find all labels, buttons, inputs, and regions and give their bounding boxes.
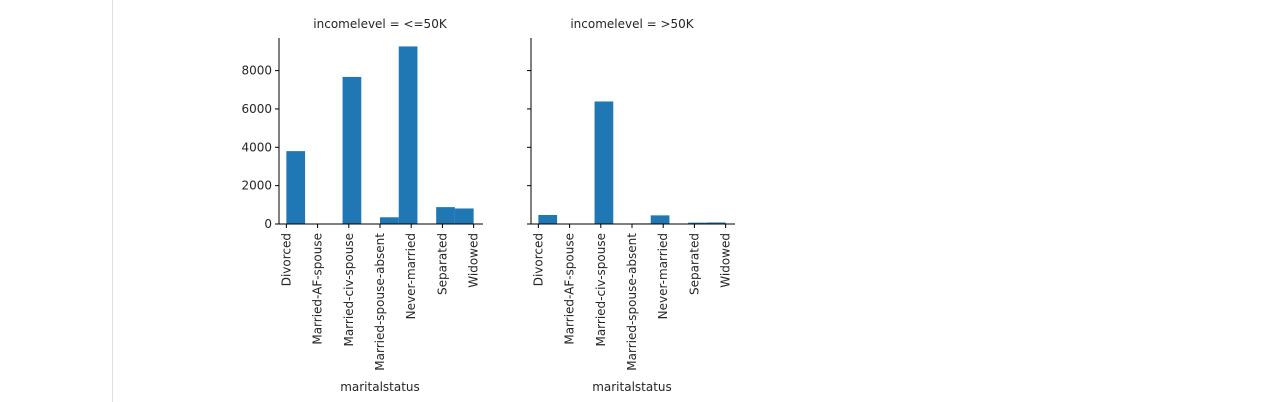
x-tick-label-0-4: Never-married xyxy=(404,233,418,319)
bar-panel0-6 xyxy=(454,208,474,224)
y-tick-label-3: 6000 xyxy=(241,102,272,116)
bar-panel1-6 xyxy=(706,222,726,224)
x-tick-label-1-0: Divorced xyxy=(531,233,545,286)
x-tick-label-1-1: Married-AF-spouse xyxy=(563,233,577,345)
y-tick-label-2: 4000 xyxy=(241,140,272,154)
x-tick-label-1-2: Married-civ-spouse xyxy=(594,233,608,347)
bar-panel1-5 xyxy=(688,222,707,224)
y-tick-label-1: 2000 xyxy=(241,179,272,193)
bar-panel1-4 xyxy=(650,215,670,224)
x-tick-label-1-3: Married-spouse-absent xyxy=(625,233,639,371)
x-tick-label-1-5: Separated xyxy=(687,233,701,295)
bar-panel0-4 xyxy=(398,46,418,224)
panel-title-1: incomelevel = >50K xyxy=(570,17,694,31)
x-axis-label-0: maritalstatus xyxy=(340,380,420,394)
x-tick-label-0-5: Separated xyxy=(435,233,449,295)
y-tick-label-0: 0 xyxy=(264,217,272,231)
panel-title-0: incomelevel = <=50K xyxy=(313,17,448,31)
x-tick-label-1-4: Never-married xyxy=(656,233,670,319)
y-tick-label-4: 8000 xyxy=(241,64,272,78)
bar-panel0-2 xyxy=(342,76,362,225)
x-tick-label-0-6: Widowed xyxy=(467,233,481,288)
bar-panel1-2 xyxy=(594,101,614,224)
bar-panel0-5 xyxy=(436,207,455,224)
x-tick-label-0-1: Married-AF-spouse xyxy=(311,233,325,345)
x-tick-label-1-6: Widowed xyxy=(719,233,733,288)
bar-panel0-0 xyxy=(286,151,306,224)
bar-panel1-0 xyxy=(538,214,558,224)
x-axis-label-1: maritalstatus xyxy=(592,380,672,394)
bar-panel0-3 xyxy=(380,217,399,224)
x-tick-label-0-2: Married-civ-spouse xyxy=(342,233,356,347)
x-tick-label-0-3: Married-spouse-absent xyxy=(373,233,387,371)
x-tick-label-0-0: Divorced xyxy=(279,233,293,286)
notebook-gutter xyxy=(0,0,113,402)
